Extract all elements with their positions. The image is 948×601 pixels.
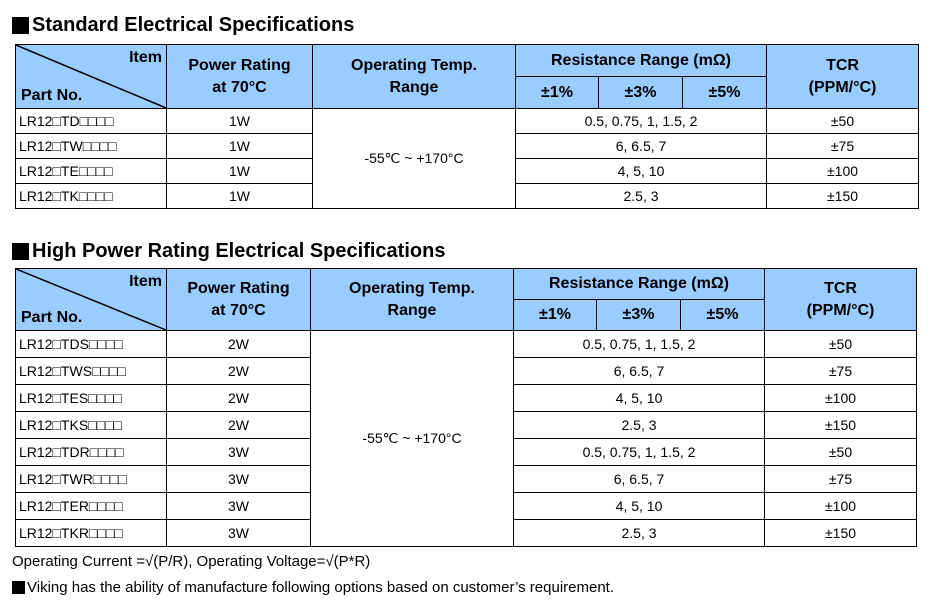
tcr-cell: ±50 <box>764 438 918 466</box>
part-number-cell: LR12□TER□□□□ <box>15 492 167 520</box>
table-row: LR12□TES□□□□ 2W 4, 5, 10 ±100 <box>15 384 918 412</box>
resistance-range-cell: 6, 6.5, 7 <box>512 357 766 385</box>
resistance-range-cell: 6, 6.5, 7 <box>512 465 766 493</box>
section1-title-text: Standard Electrical Specifications <box>32 14 355 36</box>
tcr-cell: ±75 <box>764 465 918 493</box>
power-rating-cell: 2W <box>166 357 311 385</box>
high-power-spec-tbody: Item Part No. Power Rating at 70°C Operat… <box>15 268 918 331</box>
operating-temp-cell: -55℃ ~ +170°C <box>310 330 514 547</box>
tolerance-1-header: ±1% <box>515 76 599 109</box>
tolerance-5-header: ±5% <box>681 76 768 109</box>
resistance-range-cell: 2.5, 3 <box>512 519 766 547</box>
part-item-header-cell: Item Part No. <box>15 268 167 331</box>
part-number-cell: LR12□TKS□□□□ <box>15 411 167 439</box>
part-number-cell: LR12□TKR□□□□ <box>15 519 167 547</box>
table-row: LR12□TER□□□□ 3W 4, 5, 10 ±100 <box>15 492 918 520</box>
part-number-cell: LR12□TW□□□□ <box>15 133 167 159</box>
power-rating-cell: 2W <box>166 384 311 412</box>
part-no-label: Part No. <box>21 87 83 104</box>
standard-spec-table: Item Part No. Power Rating at 70°C Operat… <box>15 44 920 209</box>
power-rating-cell: 3W <box>166 465 311 493</box>
power-rating-cell: 3W <box>166 492 311 520</box>
power-rating-cell: 3W <box>166 438 311 466</box>
black-square-bullet-icon <box>12 17 29 34</box>
power-rating-cell: 1W <box>166 133 313 159</box>
tcr-header: TCR (PPM/°C) <box>766 44 920 109</box>
part-number-cell: LR12□TWS□□□□ <box>15 357 167 385</box>
operating-temp-header: Operating Temp. Range <box>312 44 516 109</box>
part-number-cell: LR12□TWR□□□□ <box>15 465 167 493</box>
resistance-range-cell: 4, 5, 10 <box>514 158 768 184</box>
tcr-cell: ±100 <box>764 492 918 520</box>
diagonal-divider-icon <box>16 45 166 108</box>
resistance-range-cell: 0.5, 0.75, 1, 1.5, 2 <box>514 108 768 134</box>
power-rating-cell: 2W <box>166 411 311 439</box>
standard-spec-tbody: Item Part No. Power Rating at 70°C Operat… <box>15 44 920 109</box>
power-rating-cell: 1W <box>166 108 313 134</box>
power-rating-cell: 1W <box>166 158 313 184</box>
high-power-spec-rows: LR12□TDS□□□□ 2W -55℃ ~ +170°C 0.5, 0.75, 1,… <box>15 330 918 547</box>
resistance-range-cell: 2.5, 3 <box>512 411 766 439</box>
tcr-cell: ±150 <box>764 411 918 439</box>
power-rating-cell: 3W <box>166 519 311 547</box>
operating-temp-header: Operating Temp. Range <box>310 268 514 331</box>
resistance-range-cell: 4, 5, 10 <box>512 492 766 520</box>
part-number-cell: LR12□TE□□□□ <box>15 158 167 184</box>
resistance-range-cell: 2.5, 3 <box>514 183 768 209</box>
tolerance-5-header: ±5% <box>679 299 766 331</box>
part-item-header-cell: Item Part No. <box>15 44 167 109</box>
resistance-range-cell: 0.5, 0.75, 1, 1.5, 2 <box>512 330 766 358</box>
table-row: LR12□TDS□□□□ 2W -55℃ ~ +170°C 0.5, 0.75, 1,… <box>15 330 918 547</box>
table-row: LR12□TK□□□□ 1W 2.5, 3 ±150 <box>15 183 920 209</box>
power-rating-header: Power Rating at 70°C <box>166 44 313 109</box>
tcr-header: TCR (PPM/°C) <box>764 268 918 331</box>
power-rating-header: Power Rating at 70°C <box>166 268 311 331</box>
power-rating-cell: 2W <box>166 330 311 358</box>
tolerance-3-header: ±3% <box>598 76 683 109</box>
resistance-range-cell: 4, 5, 10 <box>512 384 766 412</box>
tcr-cell: ±50 <box>764 330 918 358</box>
table-row: LR12□TDR□□□□ 3W 0.5, 0.75, 1, 1.5, 2 ±50 <box>15 438 918 466</box>
tolerance-3-header: ±3% <box>596 299 681 331</box>
table-row: LR12□TWS□□□□ 2W 6, 6.5, 7 ±75 <box>15 357 918 385</box>
standard-spec-rows: LR12□TD□□□□ 1W -55℃ ~ +170°C 0.5, 0.75, 1, … <box>15 108 920 209</box>
section2-title-text: High Power Rating Electrical Specificati… <box>32 240 446 262</box>
note: Viking has the ability of manufacture fo… <box>12 579 614 596</box>
part-number-cell: LR12□TD□□□□ <box>15 108 167 134</box>
tcr-cell: ±100 <box>766 158 920 184</box>
tcr-cell: ±150 <box>764 519 918 547</box>
tcr-cell: ±150 <box>766 183 920 209</box>
diagonal-divider-icon <box>16 269 166 330</box>
section2-title: High Power Rating Electrical Specificati… <box>12 240 445 263</box>
resistance-range-header: Resistance Range (mΩ) <box>514 44 768 77</box>
tcr-cell: ±100 <box>764 384 918 412</box>
resistance-range-cell: 6, 6.5, 7 <box>514 133 768 159</box>
table-row: LR12□TD□□□□ 1W -55℃ ~ +170°C 0.5, 0.75, 1, … <box>15 108 920 209</box>
part-number-cell: LR12□TES□□□□ <box>15 384 167 412</box>
operating-temp-cell: -55℃ ~ +170°C <box>312 108 516 209</box>
black-square-bullet-icon <box>12 243 29 260</box>
black-square-bullet-icon <box>12 581 25 594</box>
tcr-cell: ±50 <box>766 108 920 134</box>
part-no-label: Part No. <box>21 309 83 326</box>
tcr-cell: ±75 <box>764 357 918 385</box>
section1-title: Standard Electrical Specifications <box>12 14 354 37</box>
note-text: Viking has the ability of manufacture fo… <box>27 579 614 596</box>
tcr-cell: ±75 <box>766 133 920 159</box>
part-number-cell: LR12□TDS□□□□ <box>15 330 167 358</box>
table-row: LR12□TKR□□□□ 3W 2.5, 3 ±150 <box>15 519 918 547</box>
part-number-cell: LR12□TK□□□□ <box>15 183 167 209</box>
item-label: Item <box>129 49 162 66</box>
formula-text: Operating Current =√(P/R), Operating Vol… <box>12 553 371 570</box>
resistance-range-cell: 0.5, 0.75, 1, 1.5, 2 <box>512 438 766 466</box>
resistance-range-header: Resistance Range (mΩ) <box>512 268 766 300</box>
power-rating-cell: 1W <box>166 183 313 209</box>
item-label: Item <box>129 273 162 290</box>
part-number-cell: LR12□TDR□□□□ <box>15 438 167 466</box>
tolerance-1-header: ±1% <box>513 299 597 331</box>
high-power-spec-table: Item Part No. Power Rating at 70°C Operat… <box>15 268 918 547</box>
